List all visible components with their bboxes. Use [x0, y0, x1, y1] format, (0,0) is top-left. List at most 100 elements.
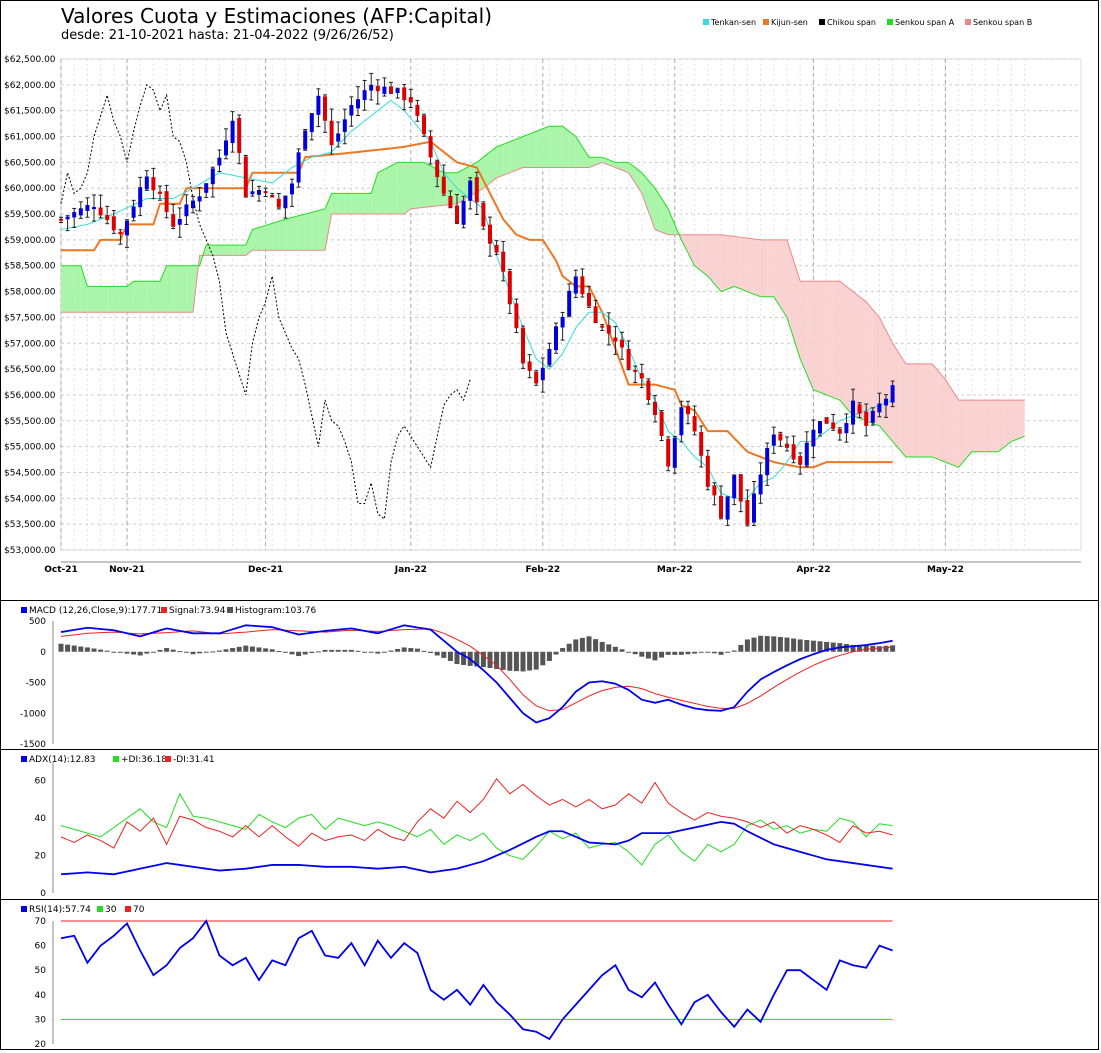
y-tick-label: $54,500.00 — [4, 468, 56, 478]
candle-down — [111, 216, 116, 231]
histogram-bar — [197, 651, 203, 654]
histogram-bar — [164, 648, 170, 652]
kumo-cloud — [879, 317, 886, 434]
histogram-bar — [500, 651, 506, 670]
candle-up — [540, 367, 545, 381]
candle-down — [375, 85, 380, 92]
candle-up — [369, 84, 374, 91]
candle-up — [250, 191, 255, 195]
y-tick-label: $54,000.00 — [4, 494, 56, 504]
kumo-cloud — [318, 208, 325, 251]
histogram-bar — [533, 651, 539, 670]
kumo-cloud — [127, 281, 134, 313]
candle-down — [666, 438, 671, 467]
candle-up — [573, 276, 578, 294]
kumo-cloud — [688, 234, 695, 266]
y-tick-label: 0 — [40, 648, 46, 658]
candle-up — [131, 206, 136, 218]
candle-up — [177, 219, 182, 225]
candle-down — [606, 325, 611, 334]
y-tick-label: -500 — [26, 679, 47, 689]
histogram-bar — [751, 637, 757, 652]
kumo-cloud — [516, 136, 523, 171]
kumo-cloud — [410, 162, 418, 209]
kumo-cloud — [140, 281, 147, 313]
histogram-bar — [447, 651, 453, 661]
kumo-cloud — [549, 126, 556, 168]
histogram-bar — [692, 651, 698, 654]
candle-down — [837, 428, 842, 434]
candle-up — [547, 348, 552, 365]
histogram-bar — [566, 643, 572, 652]
kumo-cloud — [371, 172, 378, 215]
histogram-bar — [665, 651, 671, 655]
histogram-bar — [758, 635, 764, 652]
histogram-bar — [586, 636, 592, 652]
kumo-cloud — [186, 265, 193, 313]
kumo-cloud — [67, 265, 75, 313]
candle-up — [342, 119, 347, 132]
histogram-bar — [599, 641, 605, 652]
legend-label: Senkou span A — [895, 18, 955, 27]
histogram-bar — [335, 649, 341, 652]
candle-up — [732, 475, 737, 499]
candle-up — [191, 200, 195, 209]
histogram-bar — [263, 648, 269, 652]
legend-swatch — [125, 906, 131, 912]
x-tick-label: Oct-21 — [44, 565, 78, 575]
histogram-bar — [744, 639, 750, 652]
histogram-bar — [791, 638, 797, 652]
histogram-bar — [606, 644, 612, 652]
candle-down — [824, 417, 829, 423]
kumo-cloud — [991, 400, 999, 452]
kumo-cloud — [714, 234, 721, 292]
candle-up — [210, 168, 215, 185]
histogram-bar — [520, 651, 526, 672]
y-tick-label: $55,500.00 — [4, 417, 56, 427]
kumo-cloud — [173, 265, 180, 313]
histogram-bar — [527, 651, 533, 671]
candle-down — [402, 87, 407, 101]
legend-swatch — [965, 19, 971, 25]
candle-down — [276, 198, 281, 208]
kumo-cloud — [925, 363, 933, 457]
macd-line — [60, 624, 893, 724]
legend-swatch — [763, 19, 769, 25]
histogram-bar — [401, 647, 407, 652]
candle-down — [263, 191, 268, 194]
histogram-bar — [203, 651, 209, 653]
histogram-bar — [84, 647, 90, 652]
legend-label: Histogram:103.76 — [235, 606, 316, 616]
kumo-cloud — [569, 131, 576, 168]
candle-up — [679, 407, 684, 436]
y-tick-label: 30 — [35, 1015, 47, 1025]
candle-down — [613, 337, 618, 342]
candle-up — [362, 90, 367, 101]
legend-label: Signal:73.94 — [169, 606, 226, 616]
histogram-bar — [513, 651, 519, 672]
candle-up — [290, 183, 294, 195]
kumo-cloud — [424, 162, 431, 208]
y-tick-label: 60 — [35, 777, 47, 787]
candle-down — [857, 404, 862, 414]
kumo-cloud — [958, 400, 966, 468]
candle-down — [151, 177, 156, 191]
kumo-cloud — [938, 371, 946, 463]
kumo-cloud — [866, 301, 873, 424]
candle-up — [395, 88, 400, 93]
candle-down — [164, 191, 169, 213]
kumo-cloud — [377, 169, 385, 215]
candle-down — [171, 214, 176, 227]
legend-swatch — [21, 607, 27, 613]
histogram-bar — [797, 639, 803, 652]
histogram-bar — [725, 651, 731, 653]
kumo-cloud — [872, 309, 880, 426]
x-tick-label: Feb-22 — [526, 565, 561, 575]
kumo-cloud — [219, 245, 226, 256]
kumo-cloud — [529, 131, 537, 168]
y-tick-label: 70 — [35, 917, 47, 927]
kumo-cloud — [965, 400, 972, 460]
candle-up — [230, 120, 235, 144]
plus-di-line — [60, 792, 893, 866]
candle-down — [455, 205, 459, 224]
